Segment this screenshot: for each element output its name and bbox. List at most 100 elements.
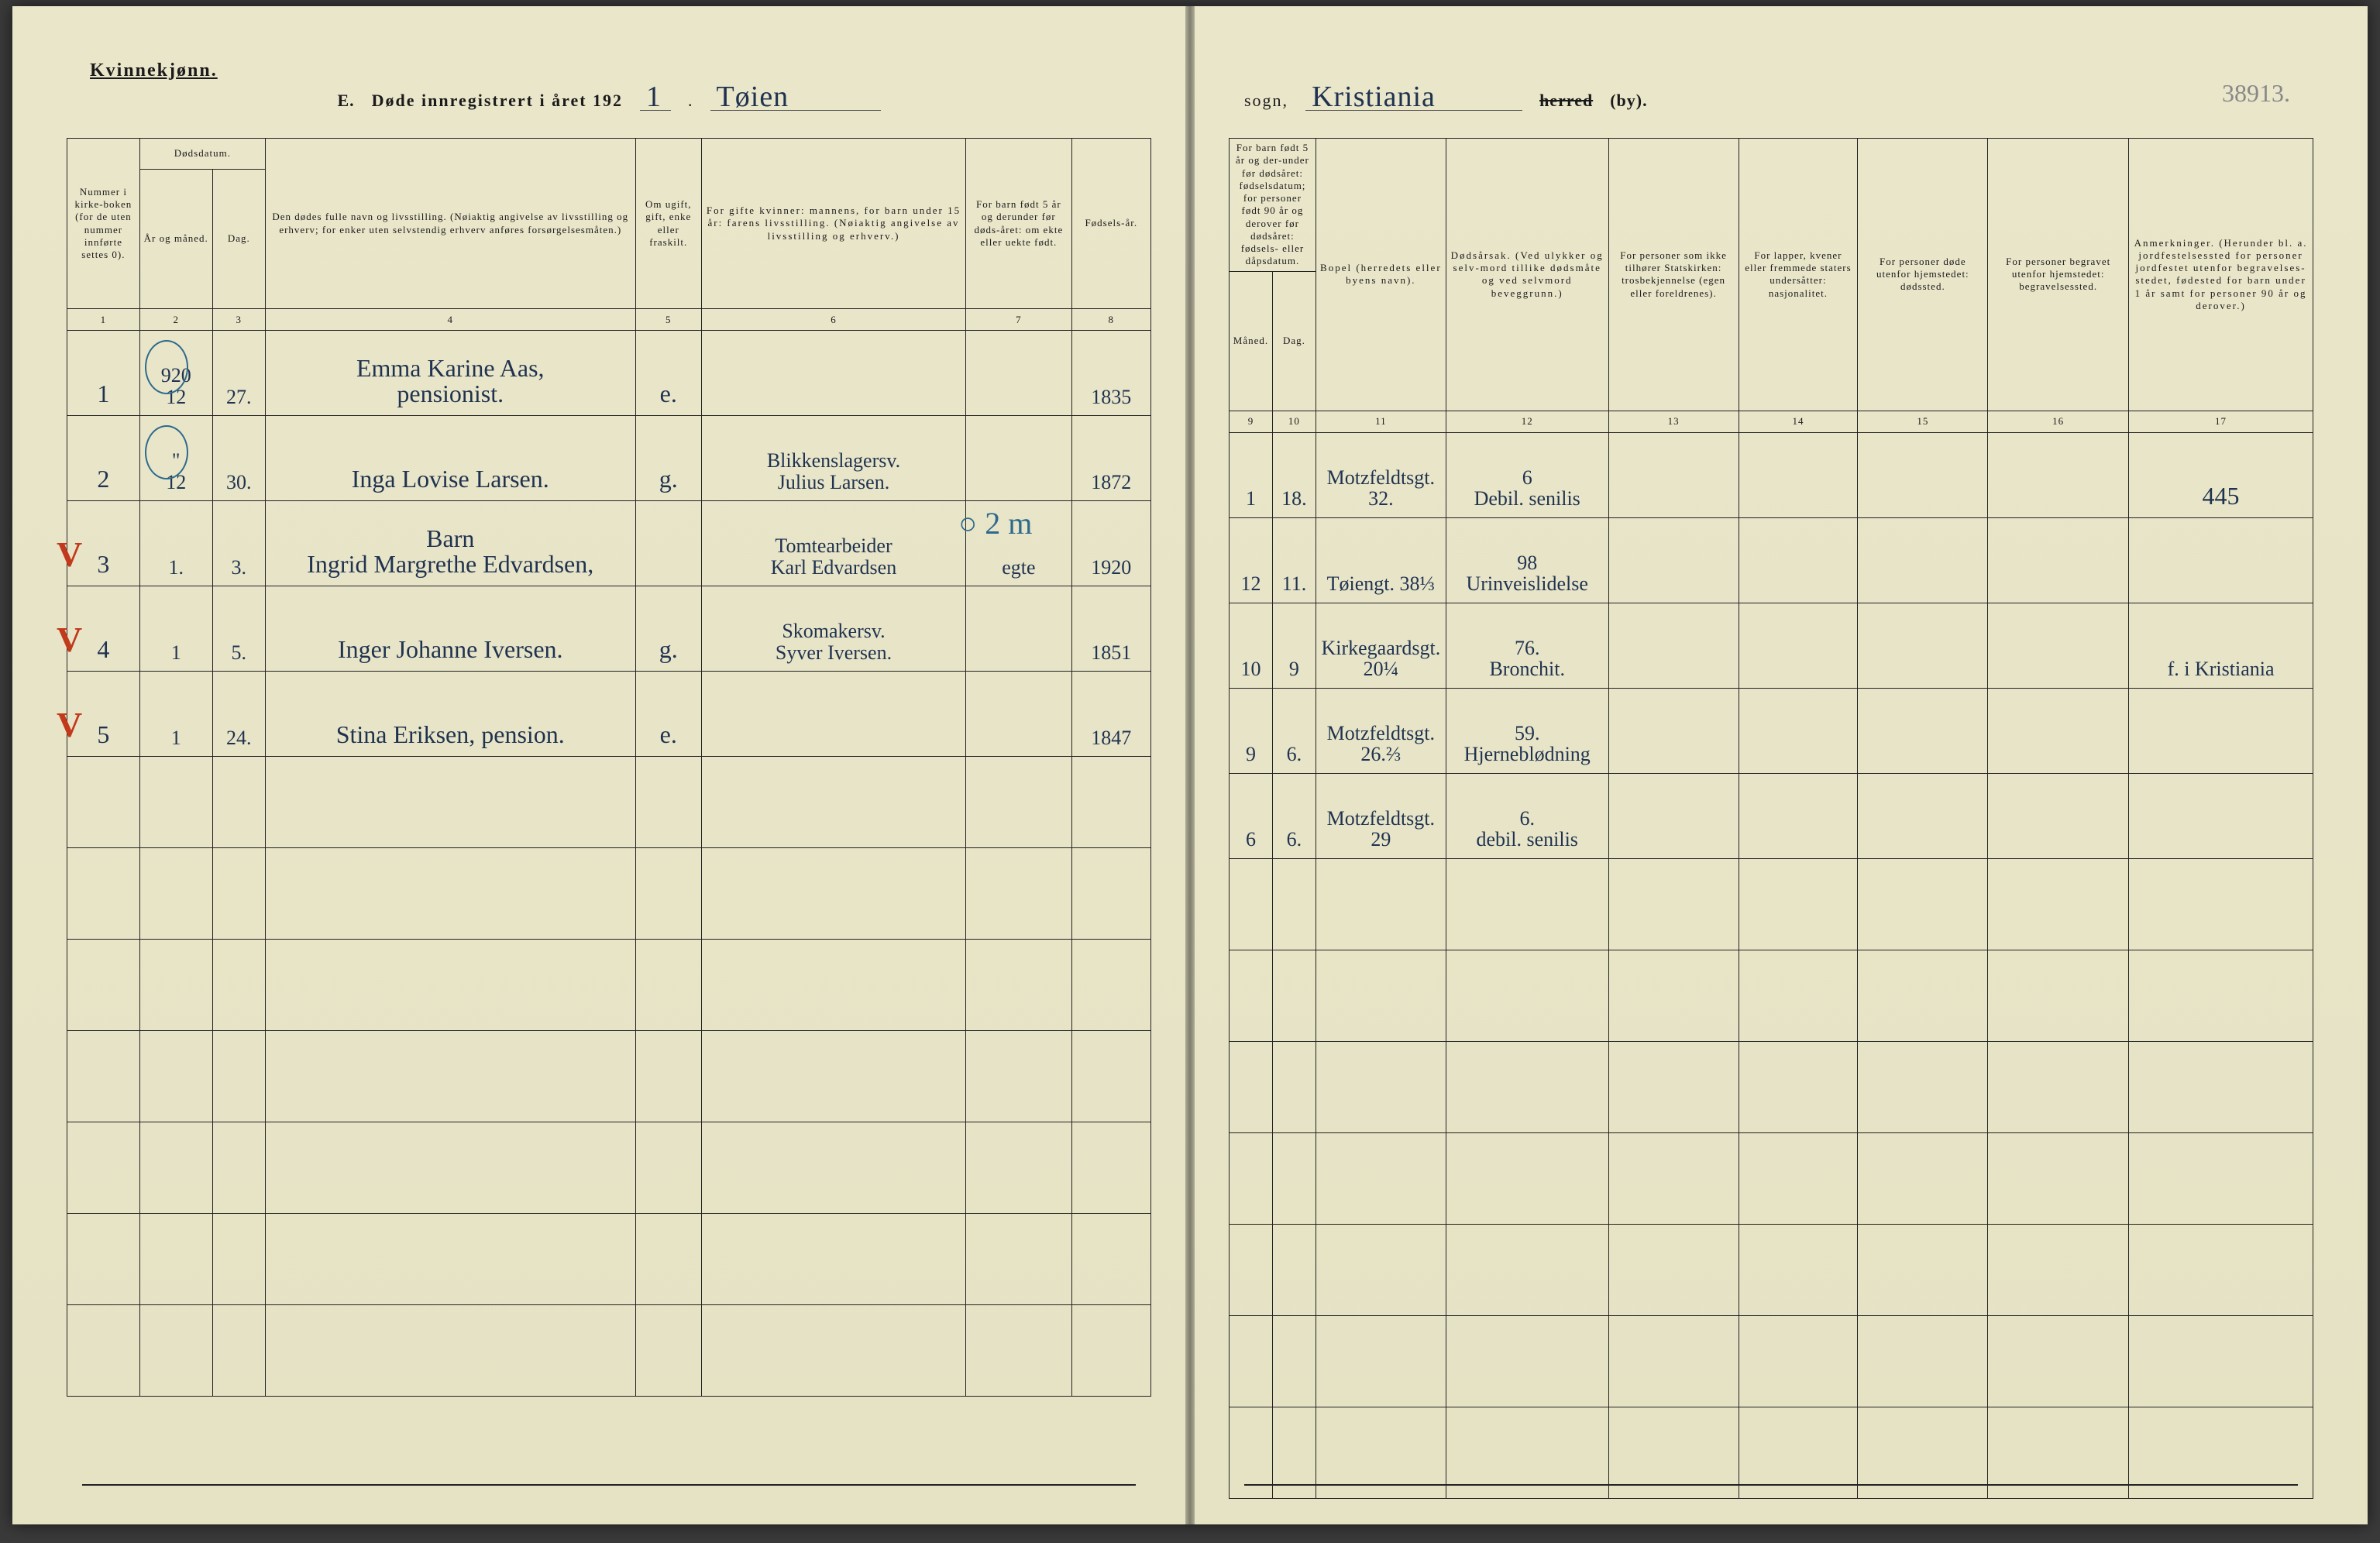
- table-row: 12 11. Tøiengt. 38⅓ 98 Urinveislidelse: [1230, 517, 2313, 603]
- title-period: .: [688, 91, 693, 111]
- by-suffix: (by).: [1610, 91, 1647, 111]
- legit-cell: [966, 331, 1071, 416]
- death-day: 24.: [212, 672, 265, 757]
- c13-cell: [1608, 432, 1739, 517]
- name-cell: Barn Ingrid Margrethe Edvardsen,: [265, 501, 635, 586]
- status-cell: g.: [635, 586, 701, 672]
- corner-note: 38913.: [2222, 79, 2290, 108]
- check-mark-icon: V: [57, 619, 82, 660]
- birthyear-cell: 1847: [1071, 672, 1150, 757]
- c13-cell: [1608, 688, 1739, 773]
- birth-month: 12: [1230, 517, 1273, 603]
- colnum: 2: [139, 309, 212, 331]
- col9-head-top: For barn født 5 år og der-under før døds…: [1230, 139, 1316, 272]
- table-row: 10 9 Kirkegaardsgt. 20¼ 76. Bronchit. f.…: [1230, 603, 2313, 688]
- birth-month: 6: [1230, 773, 1273, 858]
- c14-cell: [1739, 688, 1858, 773]
- birth-day: 6.: [1272, 773, 1316, 858]
- gender-label: Kvinnekjønn.: [90, 60, 218, 81]
- col17-text: Anmerkninger. (Herunder bl. a. jordfeste…: [2134, 237, 2308, 311]
- colnum: 4: [265, 309, 635, 331]
- residence-cell: Tøiengt. 38⅓: [1316, 517, 1446, 603]
- residence-cell: Motzfeldtsgt. 32.: [1316, 432, 1446, 517]
- legit-cell: [966, 672, 1071, 757]
- residence-cell: Motzfeldtsgt. 29: [1316, 773, 1446, 858]
- row-num: V 4: [67, 586, 140, 672]
- name-cell: Stina Eriksen, pension.: [265, 672, 635, 757]
- c13-cell: [1608, 517, 1739, 603]
- colnum: 8: [1071, 309, 1150, 331]
- status-cell: e.: [635, 331, 701, 416]
- colnum: 11: [1316, 411, 1446, 432]
- c16-cell: [1988, 688, 2129, 773]
- colnum: 5: [635, 309, 701, 331]
- colnum: 1: [67, 309, 140, 331]
- table-row-empty: [67, 940, 1151, 1031]
- col2a-head: År og måned.: [139, 170, 212, 309]
- table-row-empty: [67, 1031, 1151, 1122]
- spouse-cell: Skomakersv. Syver Iversen.: [701, 586, 965, 672]
- col6-text: For gifte kvinner: mannens, for barn und…: [707, 204, 961, 242]
- table-row-empty: [1230, 1132, 2313, 1224]
- sogn-label: sogn,: [1244, 91, 1288, 111]
- birth-month: 1: [1230, 432, 1273, 517]
- table-row: V 4 1 5. Inger Johanne Iversen. g. Skoma…: [67, 586, 1151, 672]
- name-cell: Inga Lovise Larsen.: [265, 416, 635, 501]
- c16-cell: [1988, 517, 2129, 603]
- colnum: 9: [1230, 411, 1273, 432]
- cause-cell: 6 Debil. senilis: [1446, 432, 1608, 517]
- birth-day: 6.: [1272, 688, 1316, 773]
- c15-cell: [1858, 517, 1988, 603]
- table-row: V 5 1 24. Stina Eriksen, pension. e. 184…: [67, 672, 1151, 757]
- c14-cell: [1739, 517, 1858, 603]
- col1-head: Nummer i kirke-boken (for de uten nummer…: [67, 139, 140, 309]
- left-page: Kvinnekjønn. E. Døde innregistrert i åre…: [12, 6, 1190, 1524]
- tbody-left: 1 920 12 27. Emma Karine Aas, pensionist…: [67, 331, 1151, 1397]
- colnum: 7: [966, 309, 1071, 331]
- ledger-table-left: Nummer i kirke-boken (for de uten nummer…: [67, 138, 1151, 1397]
- colnum-row-right: 9 10 11 12 13 14 15 16 17: [1230, 411, 2313, 432]
- c16-cell: [1988, 773, 2129, 858]
- colnum: 10: [1272, 411, 1316, 432]
- col14-head: For lapper, kvener eller fremmede stater…: [1739, 139, 1858, 411]
- death-day: 27.: [212, 331, 265, 416]
- col11-text: Bopel (herredets eller byens navn).: [1320, 262, 1442, 286]
- col13-head: For personer som ikke tilhører Statskirk…: [1608, 139, 1739, 411]
- status-cell: [635, 501, 701, 586]
- col7-head: For barn født 5 år og derunder før døds-…: [966, 139, 1071, 309]
- colnum-row-left: 1 2 3 4 5 6 7 8: [67, 309, 1151, 331]
- birthyear-cell: 1872: [1071, 416, 1150, 501]
- col2-head-top: Dødsdatum.: [139, 139, 265, 170]
- cause-cell: 98 Urinveislidelse: [1446, 517, 1608, 603]
- col6-head: For gifte kvinner: mannens, for barn und…: [701, 139, 965, 309]
- overlay-annot: ○ 2 m: [958, 507, 1032, 540]
- table-row-empty: [1230, 1041, 2313, 1132]
- col4-head: Den dødes fulle navn og livsstilling. (N…: [265, 139, 635, 309]
- remarks-cell: [2129, 517, 2313, 603]
- table-row-empty: [1230, 858, 2313, 950]
- birth-day: 9: [1272, 603, 1316, 688]
- title-line-left: E. Døde innregistrert i året 192 1 . Tøi…: [67, 84, 1151, 111]
- col12-text: Dødsårsak. (Ved ulykker og selv-mord til…: [1451, 249, 1604, 299]
- row-num: 2: [67, 416, 140, 501]
- death-year-month: 1: [139, 672, 212, 757]
- birth-day: 18.: [1272, 432, 1316, 517]
- table-row: 6 6. Motzfeldtsgt. 29 6. debil. senilis: [1230, 773, 2313, 858]
- circle-annotation-icon: [145, 425, 188, 479]
- death-day: 5.: [212, 586, 265, 672]
- title-line-right: sogn, Kristiania herred (by).: [1244, 84, 2313, 111]
- cause-cell: 6. debil. senilis: [1446, 773, 1608, 858]
- colnum: 17: [2129, 411, 2313, 432]
- residence-cell: Motzfeldtsgt. 26.⅔: [1316, 688, 1446, 773]
- status-cell: e.: [635, 672, 701, 757]
- c15-cell: [1858, 603, 1988, 688]
- table-row-empty: [67, 1305, 1151, 1397]
- table-row-empty: [67, 757, 1151, 848]
- table-row-empty: [1230, 950, 2313, 1041]
- table-row-empty: [1230, 1224, 2313, 1315]
- header-left: Kvinnekjønn. E. Døde innregistrert i åre…: [67, 60, 1151, 138]
- tbody-right: 1 18. Motzfeldtsgt. 32. 6 Debil. senilis…: [1230, 432, 2313, 1498]
- colnum: 14: [1739, 411, 1858, 432]
- remarks-cell: 445: [2129, 432, 2313, 517]
- legit-cell: egte ○ 2 m: [966, 501, 1071, 586]
